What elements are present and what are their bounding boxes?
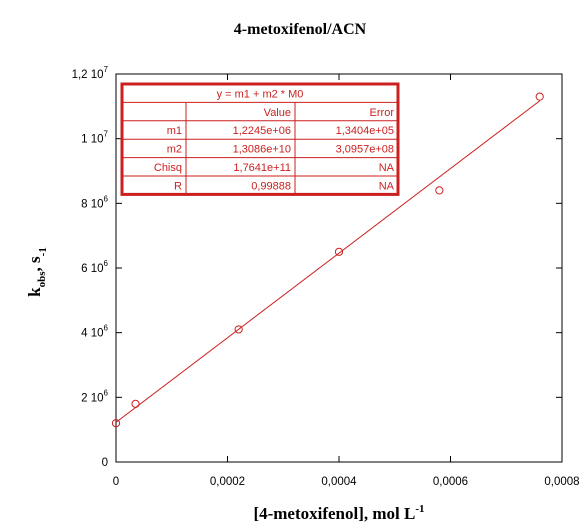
y-tick-label-exp: 7 xyxy=(104,65,109,74)
fit-table-cell: m1 xyxy=(167,125,182,137)
fit-table-cell: m2 xyxy=(167,144,182,156)
fit-table-cell: 1,7641e+11 xyxy=(233,162,291,174)
fit-table-header: Value xyxy=(264,107,291,119)
fit-table-cell: NA xyxy=(379,162,395,174)
y-tick-label-base: 6 10 xyxy=(81,263,103,275)
fit-table-cell: R xyxy=(174,180,182,192)
y-tick-label-exp: 6 xyxy=(104,259,109,268)
y-tick-label-exp: 6 xyxy=(104,324,109,333)
y-axis-title-rest: , s xyxy=(25,256,44,272)
y-axis-title: kobs, s-1 xyxy=(25,247,49,297)
chart-title: 4-metoxifenol/ACN xyxy=(234,21,367,38)
x-tick-label: 0,0004 xyxy=(321,476,357,488)
data-point xyxy=(334,247,344,256)
fit-table-cell: Chisq xyxy=(154,162,182,174)
y-tick-label: 1 107 xyxy=(81,130,108,146)
y-tick-label: 8 106 xyxy=(81,194,108,210)
data-point xyxy=(435,186,444,195)
data-point xyxy=(234,325,243,334)
y-tick-label: 6 106 xyxy=(81,259,108,275)
y-tick-label-exp: 7 xyxy=(104,130,109,139)
y-tick-label: 2 106 xyxy=(81,388,108,404)
y-axis-title-sup: -1 xyxy=(37,247,49,256)
y-tick-label-exp: 6 xyxy=(104,388,109,397)
fit-line-group xyxy=(115,100,541,423)
x-tick-label: 0,0002 xyxy=(210,476,245,488)
fit-table-header: Error xyxy=(370,107,395,119)
fit-table-cell: 1,2245e+06 xyxy=(233,125,291,137)
data-point xyxy=(131,399,140,408)
data-point xyxy=(535,92,544,101)
fit-table-cell: NA xyxy=(379,180,395,192)
y-tick-label-base: 0 xyxy=(102,457,108,469)
y-axis-title-sub: obs xyxy=(36,271,48,288)
fit-equation: y = m1 + m2 * M0 xyxy=(217,88,304,100)
fit-table-cell: 1,3086e+10 xyxy=(233,144,291,156)
x-tick-label: 0,0008 xyxy=(544,476,579,488)
fit-results-table: y = m1 + m2 * M0 Value Error m1 1,2245e+06 1,… xyxy=(120,82,400,196)
y-axis-title-k: k xyxy=(25,287,44,297)
y-tick-label-base: 4 10 xyxy=(81,328,103,340)
data-point xyxy=(111,419,121,428)
y-tick-label: 0 xyxy=(102,457,108,469)
y-tick-label-exp: 6 xyxy=(104,194,109,203)
x-axis-title: [4-metoxifenol], mol L-1 xyxy=(253,503,424,523)
fit-table-cell: 1,3404e+05 xyxy=(336,125,394,137)
y-tick-label-base: 2 10 xyxy=(81,392,103,404)
fit-table-cell: 3,0957e+08 xyxy=(336,144,394,156)
x-axis-title-sup: -1 xyxy=(415,503,424,515)
y-tick-label-base: 8 10 xyxy=(81,198,103,210)
x-tick-label: 0,0006 xyxy=(433,476,468,488)
y-tick-label-base: 1,2 10 xyxy=(72,69,104,81)
y-tick-label: 4 106 xyxy=(81,324,108,340)
x-tick-label: 0 xyxy=(113,476,119,488)
x-axis-title-main: [4-metoxifenol], mol L xyxy=(253,504,415,523)
y-tick-label: 1,2 107 xyxy=(72,65,109,81)
fit-line xyxy=(115,100,541,423)
y-tick-label-base: 1 10 xyxy=(81,134,103,146)
fit-table-cell: 0,99888 xyxy=(251,180,291,192)
data-points xyxy=(111,92,544,428)
